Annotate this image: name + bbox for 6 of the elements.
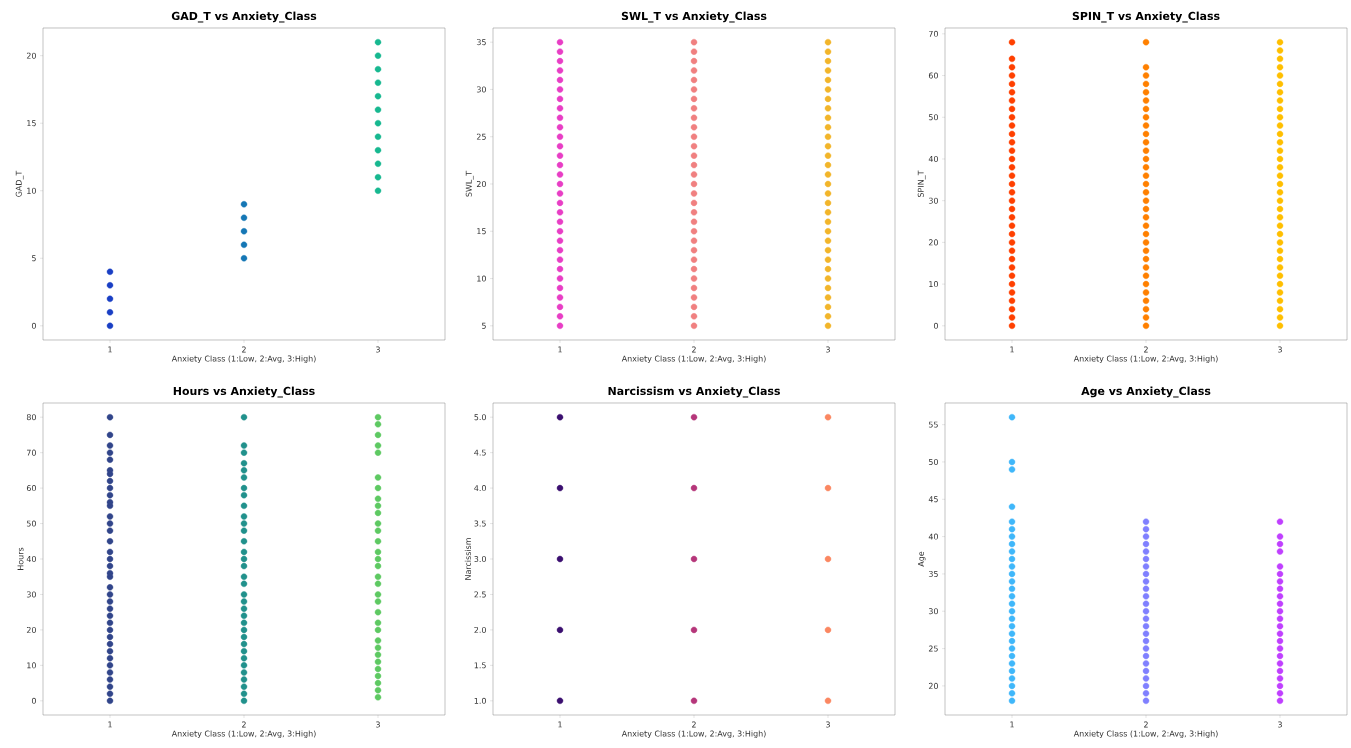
- chart-title: Narcissism vs Anxiety_Class: [608, 386, 780, 398]
- chart-title: GAD_T vs Anxiety_Class: [171, 11, 317, 23]
- chart-title: SWL_T vs Anxiety_Class: [621, 11, 767, 23]
- chart-title: SPIN_T vs Anxiety_Class: [1072, 11, 1220, 23]
- chart-title: Age vs Anxiety_Class: [1081, 386, 1211, 398]
- chart-title: Hours vs Anxiety_Class: [173, 386, 315, 398]
